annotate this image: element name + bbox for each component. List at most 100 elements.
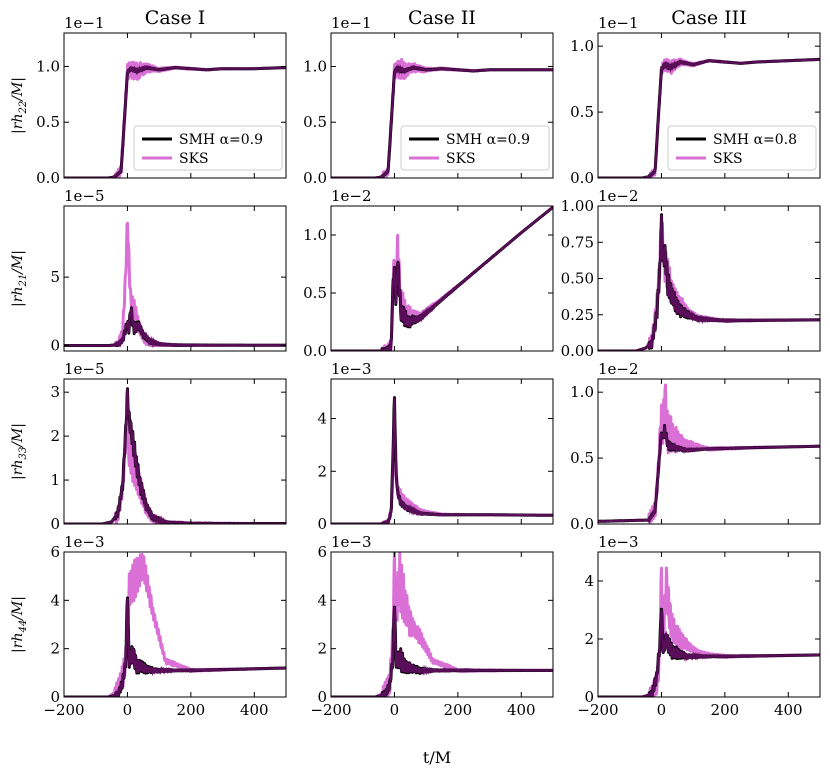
plot-frame-r2c1 (63, 205, 287, 352)
y-tick-label-r3c1-3: 3 (50, 383, 60, 401)
sci-multiplier-r1c2: 1e−1 (331, 14, 372, 32)
series-line-smh-r2c1 (64, 306, 286, 347)
legend-label-smh-r1c2: SMH α=0.9 (446, 132, 530, 148)
y-tick-label-r1c2-0: 0.0 (303, 169, 327, 187)
sci-multiplier-r2c3: 1e−2 (598, 187, 639, 205)
sci-multiplier-r1c1: 1e−1 (64, 14, 105, 32)
legend-label-sks-r1c3: SKS (713, 151, 743, 167)
y-tick-label-r4c2-2: 4 (317, 591, 327, 609)
y-tick-label-r4c3-2: 4 (584, 572, 594, 590)
y-tick-label-r3c2-0: 0 (317, 515, 327, 533)
series-line-sks-r4c2 (331, 552, 553, 697)
column-title-r1c1: Case I (145, 7, 205, 29)
series-line-smh-r3c1 (64, 387, 286, 524)
series-line-smh-r4c1 (64, 596, 286, 697)
column-title-r1c2: Case II (408, 7, 476, 29)
plot-frame-r1c2 (330, 32, 554, 179)
series-line-sks-r2c1 (64, 221, 286, 347)
series-line-overlap-r3c1 (64, 388, 286, 524)
y-tick-label-r3c1-1: 1 (50, 471, 60, 489)
column-title-r1c3: Case III (671, 7, 746, 29)
y-tick-label-r2c1-1: 5 (50, 268, 60, 286)
y-tick-label-r4c3-1: 2 (584, 630, 594, 648)
series-line-overlap-r1c2 (331, 63, 553, 178)
y-tick-label-r2c2-1: 0.5 (303, 284, 327, 302)
series-line-overlap-r2c3 (598, 214, 820, 351)
sci-multiplier-r4c1: 1e−3 (64, 533, 105, 551)
y-tick-label-r1c1-2: 1.0 (36, 57, 60, 75)
y-tick-label-r1c3-1: 0.5 (570, 103, 594, 121)
y-tick-label-r1c2-1: 0.5 (303, 113, 327, 131)
series-line-overlap-r1c1 (64, 64, 286, 178)
series-line-smh-r4c2 (331, 605, 553, 697)
sci-multiplier-r4c3: 1e−3 (598, 533, 639, 551)
series-line-smh-r3c2 (331, 396, 553, 524)
series-line-overlap-r4c1 (64, 597, 286, 697)
series-line-sks-r4c1 (64, 553, 286, 697)
series-line-smh-r2c2 (331, 206, 553, 351)
series-line-smh-r3c3 (598, 424, 820, 523)
sci-multiplier-r2c2: 1e−2 (331, 187, 372, 205)
y-axis-label-r1c1: |rh22/M| (10, 77, 29, 134)
series-line-smh-r2c3 (598, 213, 820, 351)
x-axis-label: t/M (423, 748, 451, 767)
series-line-overlap-r2c1 (64, 307, 286, 349)
plot-frame-r4c2 (330, 551, 554, 698)
y-tick-label-r4c1-3: 6 (50, 543, 60, 561)
x-tick-label-r4c2-3: 400 (507, 701, 536, 719)
sci-multiplier-r2c1: 1e−5 (64, 187, 105, 205)
y-tick-label-r4c2-0: 0 (317, 688, 327, 706)
y-tick-label-r4c3-0: 0 (584, 688, 594, 706)
plot-frame-r4c3 (597, 551, 821, 698)
y-tick-label-r2c1-0: 0 (50, 337, 60, 355)
series-line-overlap-r1c3 (598, 58, 820, 178)
y-tick-label-r3c3-2: 1.0 (570, 383, 594, 401)
y-tick-label-r3c1-0: 0 (50, 515, 60, 533)
sci-multiplier-r1c3: 1e−1 (598, 14, 639, 32)
series-line-overlap-r4c3 (598, 609, 820, 697)
plot-frame-r3c3 (597, 378, 821, 525)
y-tick-label-r2c2-2: 1.0 (303, 226, 327, 244)
x-tick-label-r4c3-1: 0 (657, 701, 667, 719)
series-line-overlap-r3c2 (331, 397, 553, 524)
legend-label-smh-r1c3: SMH α=0.8 (713, 132, 797, 148)
y-axis-label-r3c1: |rh33/M| (10, 423, 29, 480)
plot-frame-r2c3 (597, 205, 821, 352)
y-tick-label-r3c2-2: 4 (317, 410, 327, 428)
y-axis-label-r2c1: |rh21/M| (10, 250, 29, 307)
series-line-sks-r2c3 (598, 221, 820, 351)
series-line-sks-r4c3 (598, 566, 820, 697)
sci-multiplier-r3c3: 1e−2 (598, 360, 639, 378)
y-tick-label-r1c2-2: 1.0 (303, 57, 327, 75)
plot-frame-r1c3 (597, 32, 821, 179)
y-tick-label-r1c3-0: 0.0 (570, 169, 594, 187)
y-tick-label-r2c3-1: 0.25 (561, 306, 594, 324)
series-line-sks-r2c2 (331, 206, 553, 351)
plot-frame-r2c2 (330, 205, 554, 352)
legend-label-sks-r1c1: SKS (179, 151, 209, 167)
y-tick-label-r2c3-3: 0.75 (561, 233, 594, 251)
y-tick-label-r1c1-0: 0.0 (36, 169, 60, 187)
y-tick-label-r2c3-0: 0.00 (561, 342, 594, 360)
y-tick-label-r4c2-1: 2 (317, 640, 327, 658)
y-tick-label-r4c1-0: 0 (50, 688, 60, 706)
sci-multiplier-r4c2: 1e−3 (331, 533, 372, 551)
y-axis-label-r4c1: |rh44/M| (10, 596, 29, 653)
series-line-overlap-r4c2 (331, 607, 553, 697)
plot-frame-r3c1 (63, 378, 287, 525)
x-tick-label-r4c2-1: 0 (390, 701, 400, 719)
y-tick-label-r3c3-0: 0.0 (570, 515, 594, 533)
sci-multiplier-r3c2: 1e−3 (331, 360, 372, 378)
y-tick-label-r2c2-0: 0.0 (303, 342, 327, 360)
x-tick-label-r4c3-3: 400 (774, 701, 803, 719)
sci-multiplier-r3c1: 1e−5 (64, 360, 105, 378)
x-tick-label-r4c1-1: 0 (123, 701, 133, 719)
series-line-overlap-r3c3 (598, 425, 820, 524)
y-tick-label-r4c2-3: 6 (317, 543, 327, 561)
x-tick-label-r4c1-3: 400 (240, 701, 269, 719)
y-tick-label-r2c3-4: 1.00 (561, 197, 594, 215)
x-tick-label-r4c3-2: 200 (711, 701, 740, 719)
y-tick-label-r1c3-2: 1.0 (570, 37, 594, 55)
plot-frame-r1c1 (63, 32, 287, 179)
x-tick-label-r4c1-0: −200 (43, 701, 84, 719)
